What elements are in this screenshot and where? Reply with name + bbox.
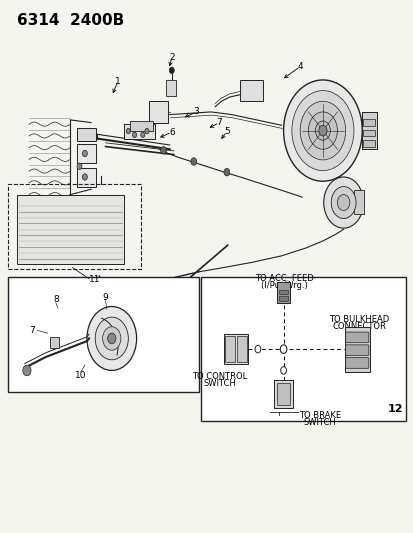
Circle shape [291, 91, 353, 171]
Text: TO BULKHEAD: TO BULKHEAD [328, 316, 388, 324]
Bar [274, 380, 292, 408]
Circle shape [280, 345, 286, 353]
FancyBboxPatch shape [345, 358, 368, 368]
Circle shape [82, 174, 87, 180]
Text: TO BRAKE: TO BRAKE [298, 411, 340, 420]
Bar [361, 112, 376, 149]
FancyBboxPatch shape [345, 332, 368, 343]
Circle shape [337, 195, 349, 211]
Bar [76, 144, 96, 163]
Text: 1: 1 [115, 77, 121, 85]
Text: 7: 7 [216, 118, 222, 127]
Circle shape [330, 187, 355, 219]
Bar [240, 80, 262, 101]
Bar [363, 140, 374, 147]
Circle shape [299, 101, 345, 160]
Text: (I/Pu. Wrg.): (I/Pu. Wrg.) [261, 281, 307, 289]
Circle shape [318, 125, 326, 136]
Circle shape [190, 158, 196, 165]
Bar [130, 121, 153, 131]
Text: 4: 4 [297, 62, 302, 71]
Circle shape [23, 365, 31, 376]
Circle shape [280, 367, 286, 374]
Bar [278, 290, 287, 294]
Circle shape [223, 168, 229, 176]
Bar [76, 168, 96, 187]
Bar [344, 327, 369, 372]
Text: 5: 5 [223, 127, 229, 136]
Circle shape [126, 128, 130, 134]
Bar [276, 383, 290, 405]
Circle shape [254, 345, 260, 353]
Circle shape [87, 306, 136, 370]
Circle shape [82, 150, 87, 157]
Circle shape [107, 333, 116, 344]
Bar [278, 296, 287, 301]
Text: 12: 12 [387, 405, 402, 414]
Circle shape [102, 327, 121, 350]
Text: TO CONTROL: TO CONTROL [191, 373, 247, 381]
Circle shape [323, 177, 363, 228]
Text: 8: 8 [53, 295, 59, 304]
Bar [363, 119, 374, 126]
Bar [50, 337, 59, 348]
Circle shape [169, 67, 174, 74]
FancyBboxPatch shape [345, 345, 368, 356]
Text: SWITCH: SWITCH [202, 379, 235, 387]
Bar [223, 334, 248, 364]
Text: CONNECTOR: CONNECTOR [331, 322, 385, 331]
Text: 6: 6 [169, 128, 174, 136]
Bar [165, 80, 176, 96]
Text: 6314  2400B: 6314 2400B [17, 13, 123, 28]
Circle shape [77, 163, 82, 169]
Bar [225, 336, 235, 362]
Bar [8, 184, 140, 269]
Text: 9: 9 [102, 293, 108, 302]
Bar [76, 128, 96, 141]
Text: TO ACC. FEED: TO ACC. FEED [254, 274, 313, 283]
Bar [200, 277, 405, 421]
Bar [17, 195, 124, 264]
Bar [124, 124, 155, 139]
Text: 10: 10 [75, 372, 86, 380]
Circle shape [95, 317, 128, 360]
Circle shape [132, 132, 136, 138]
Circle shape [160, 147, 166, 154]
Circle shape [140, 132, 145, 138]
Text: 7: 7 [29, 326, 35, 335]
Bar [8, 277, 198, 392]
Bar [363, 130, 374, 136]
Bar [236, 336, 246, 362]
Bar [277, 282, 289, 303]
Text: 11: 11 [89, 276, 100, 284]
Circle shape [145, 128, 149, 134]
Circle shape [308, 112, 337, 149]
Bar [149, 101, 167, 123]
Text: 2: 2 [169, 53, 174, 61]
Circle shape [315, 121, 330, 140]
Circle shape [283, 80, 361, 181]
Bar [353, 190, 363, 214]
Text: SWITCH: SWITCH [303, 418, 336, 426]
Text: 3: 3 [193, 108, 199, 116]
